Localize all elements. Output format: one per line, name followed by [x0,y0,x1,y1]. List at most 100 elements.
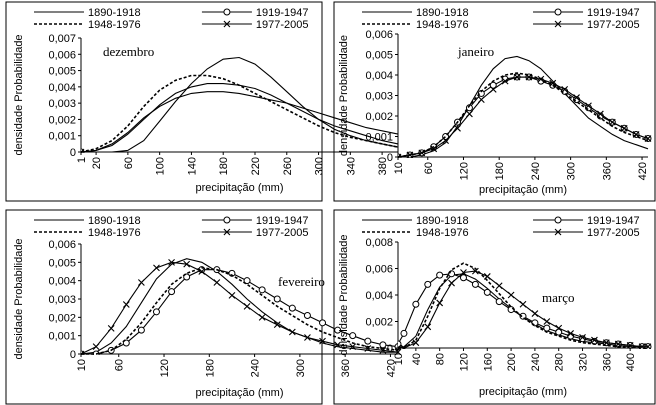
series-point [525,73,533,81]
series-point [436,271,444,279]
x-tick-label: 180 [218,157,230,175]
series-line [81,91,399,153]
x-tick-label: 80 [435,353,447,365]
legend: 1890-1918 1919-1947 1948-1976 1977-2005 [362,7,640,31]
series-line [398,262,648,349]
series-point [501,77,509,85]
series-point [334,326,342,334]
x-tick-label: 260 [282,157,294,175]
series-point [398,344,402,349]
series-line [81,258,398,355]
series-point [543,318,551,325]
series-point [168,258,175,266]
x-tick-label: 280 [554,353,566,371]
panel-border [5,209,323,405]
series-point [334,341,342,349]
x-tick-label: 120 [159,359,171,377]
x-tick-label: 20 [91,157,103,169]
x-tick-label: 240 [530,353,542,371]
chart-panel: 0 0,001 0,002 0,003 0,004 0,005 0,006 10 60 120 18… [333,1,656,202]
y-tick-label: 0,002 [48,114,76,126]
series-point [137,326,145,334]
x-tick-label: 220 [250,157,262,175]
series-point [243,302,251,310]
legend-label: 1948-1976 [416,19,469,31]
y-axis-label: densidade Probabilidade [338,35,350,156]
series-point [489,81,497,89]
series-point [436,299,444,307]
legend-marker [223,216,231,224]
y-tick-label: 0,006 [48,239,76,251]
series-point [620,124,628,132]
series-point [349,332,357,340]
y-axis-label: densidade Probabilidade [338,234,350,355]
series-point [454,124,461,132]
series-point [379,346,387,354]
series-point [258,313,266,321]
x-tick-label: 420 [385,359,397,377]
x-tick-label: 300 [314,157,326,175]
x-tick-label: 380 [377,157,389,175]
series-point [153,264,160,272]
chart-panel: 0 0,001 0,002 0,003 0,004 0,005 0,006 0,007 1 20 6… [5,1,399,202]
series-point [466,110,473,118]
legend-label: 1890-1918 [416,7,469,19]
y-tick-label: 0,005 [48,66,76,78]
series-point [483,288,491,296]
series-point [573,94,580,101]
chart-panel: 0 0,002 0,004 0,006 0,008 10 40 80 120 160 200 240 2… [333,209,656,405]
series-point [406,151,414,158]
series-point [122,339,130,347]
series-line [398,76,649,158]
x-tick-label: 240 [250,359,262,377]
series-point [489,85,497,93]
legend-label: 1919-1947 [256,7,309,19]
legend-label: 1977-2005 [256,19,309,31]
series-point [459,274,467,282]
x-tick-label: 10 [393,162,405,174]
legend-label: 1890-1918 [88,215,141,227]
plot-area [81,258,402,355]
legend-marker [554,228,562,236]
plot-area [81,56,399,153]
y-tick-label: 0,002 [48,312,76,324]
x-tick-label: 1 [76,157,88,163]
x-tick-label: 340 [345,157,357,175]
series-point [632,131,640,138]
y-tick-label: 0,006 [365,264,393,276]
series-point [288,328,296,336]
series-point [258,286,266,294]
chart-title: fevereiro [278,274,325,289]
x-tick-label: 400 [625,353,637,371]
series-point [183,273,191,281]
series-point [228,291,236,299]
series-point [460,269,467,276]
series-point [412,300,420,308]
x-tick-label: 10 [76,359,88,371]
series-point [591,336,598,344]
series-point [644,135,652,142]
series-point [379,341,387,349]
legend-label: 1890-1918 [88,7,141,19]
series-point [471,280,479,288]
y-tick-label: 0 [70,147,76,159]
x-tick-label: 60 [114,359,126,371]
legend-marker [223,8,231,16]
legend: 1890-1918 1919-1947 1948-1976 1977-2005 [34,7,309,31]
x-tick-label: 420 [637,162,649,180]
legend-label: 1948-1976 [88,227,141,239]
x-tick-label: 200 [506,353,518,371]
legend-label: 1919-1947 [587,215,640,227]
series-line [398,72,649,158]
series-point [273,321,281,329]
x-axis-label: precipitação (mm) [195,182,283,194]
series-point [543,324,551,332]
series-point [644,343,652,349]
series-point [394,348,402,355]
series-point [183,260,191,268]
series-point [561,85,569,93]
series-line [398,55,649,158]
legend-label: 1977-2005 [587,227,640,239]
series-point [555,324,563,332]
panel-border [333,1,656,202]
